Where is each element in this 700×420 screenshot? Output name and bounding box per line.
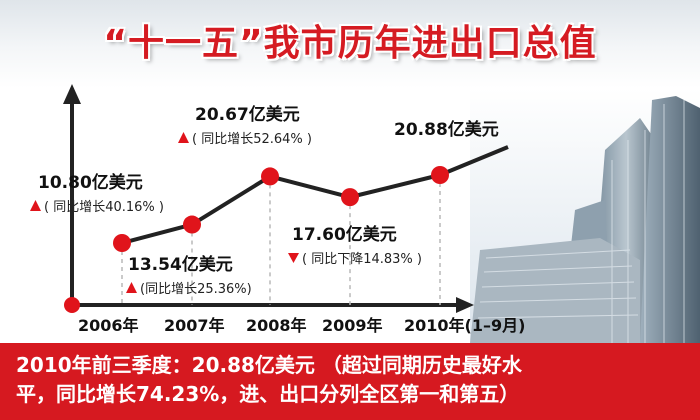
value-label: 20.88亿美元 xyxy=(394,119,499,140)
summary-line-2: 平，同比增长74.23%，进、出口分列全区第一和第五） xyxy=(16,382,520,406)
chart-axes xyxy=(63,84,474,313)
series-line xyxy=(121,145,509,245)
data-point xyxy=(261,167,279,186)
y-axis-arrow xyxy=(63,84,81,104)
x-tick-label: 2008年 xyxy=(246,316,307,335)
up-arrow-icon xyxy=(30,200,41,211)
x-tick-label: 2010年(1–9月) xyxy=(404,316,525,335)
value-label: 17.60亿美元 xyxy=(292,224,397,245)
title-band xyxy=(0,0,700,88)
summary-band xyxy=(0,343,700,420)
x-axis-arrow xyxy=(456,297,474,313)
x-tick-label: 2006年 xyxy=(78,316,139,335)
chart-title: “十一五”我市历年进出口总值 xyxy=(103,23,597,64)
chart-labels: 10.80亿美元 ( 同比增长40.16% ) 13.54亿美元 (同比增长25.36… xyxy=(30,104,499,297)
data-point xyxy=(341,188,359,207)
up-arrow-icon xyxy=(126,282,137,293)
value-label: 13.54亿美元 xyxy=(128,254,233,275)
guide-lines xyxy=(121,175,441,305)
line-chart: 10.80亿美元 ( 同比增长40.16% ) 13.54亿美元 (同比增长25.36… xyxy=(30,84,525,335)
x-tick-labels: 2006年 2007年 2008年 2009年 2010年(1–9月) xyxy=(78,316,525,335)
value-label: 20.67亿美元 xyxy=(195,104,300,125)
data-point xyxy=(113,234,131,252)
data-point xyxy=(183,215,201,234)
growth-label: ( 同比增长52.64% ) xyxy=(192,132,312,147)
down-arrow-icon xyxy=(288,253,299,263)
value-label: 10.80亿美元 xyxy=(38,172,143,193)
growth-label: ( 同比增长40.16% ) xyxy=(44,200,164,215)
up-arrow-icon xyxy=(178,132,189,143)
data-point xyxy=(431,166,449,184)
growth-label: (同比增长25.36%) xyxy=(140,282,252,297)
summary-line-1: 2010年前三季度：20.88亿美元 （超过同期历史最好水 xyxy=(16,353,522,377)
chart-marks xyxy=(113,166,449,252)
x-tick-label: 2009年 xyxy=(322,316,383,335)
growth-label: ( 同比下降14.83% ) xyxy=(302,252,422,267)
x-tick-label: 2007年 xyxy=(164,316,225,335)
origin-marker xyxy=(64,297,80,313)
